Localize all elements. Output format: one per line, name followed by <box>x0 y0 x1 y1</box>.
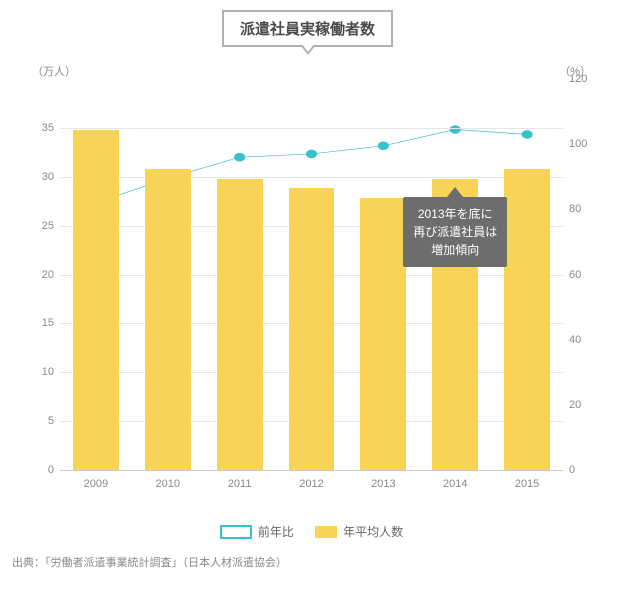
y-left-tick: 10 <box>42 366 60 378</box>
legend-line-swatch <box>220 525 252 539</box>
y-right-tick: 0 <box>563 464 575 476</box>
y-left-tick: 25 <box>42 220 60 232</box>
y-right-tick: 40 <box>563 334 581 346</box>
x-tick: 2014 <box>443 478 467 490</box>
x-tick: 2012 <box>299 478 323 490</box>
bar <box>217 179 263 470</box>
bar <box>145 169 191 470</box>
bar <box>73 130 119 470</box>
source-text: 出典：「労働者派遣事業統計調査」（日本人材派遣協会） <box>12 554 611 570</box>
y-right-tick: 80 <box>563 203 581 215</box>
chart-title: 派遣社員実稼働者数 <box>222 10 393 47</box>
y-right-tick: 20 <box>563 399 581 411</box>
x-tick: 2013 <box>371 478 395 490</box>
y-left-tick: 15 <box>42 317 60 329</box>
y-right-tick: 100 <box>563 138 587 150</box>
x-tick: 2011 <box>228 478 252 490</box>
legend-line-label: 前年比 <box>258 525 294 539</box>
y-left-unit: （万人） <box>32 63 76 79</box>
y-left-tick: 5 <box>48 415 60 427</box>
bar <box>289 188 335 470</box>
plot-area: 0510152025303502040608010012020092010201… <box>60 79 563 471</box>
legend: 前年比 年平均人数 <box>12 523 611 540</box>
y-left-tick: 30 <box>42 171 60 183</box>
legend-bar-label: 年平均人数 <box>343 525 403 539</box>
y-right-tick: 60 <box>563 269 581 281</box>
bar <box>504 169 550 470</box>
x-tick: 2015 <box>515 478 539 490</box>
y-left-tick: 35 <box>42 122 60 134</box>
y-left-tick: 0 <box>48 464 60 476</box>
grid-line <box>60 128 563 129</box>
bar <box>360 198 406 470</box>
x-tick: 2009 <box>84 478 108 490</box>
x-tick: 2010 <box>156 478 180 490</box>
legend-bar-swatch <box>315 526 337 538</box>
y-left-tick: 20 <box>42 269 60 281</box>
annotation-tooltip: 2013年を底に再び派遣社員は増加傾向 <box>403 197 507 267</box>
chart-area: （万人） （%） 0510152025303502040608010012020… <box>12 59 611 519</box>
grid-line <box>60 177 563 178</box>
y-right-tick: 120 <box>563 73 587 85</box>
